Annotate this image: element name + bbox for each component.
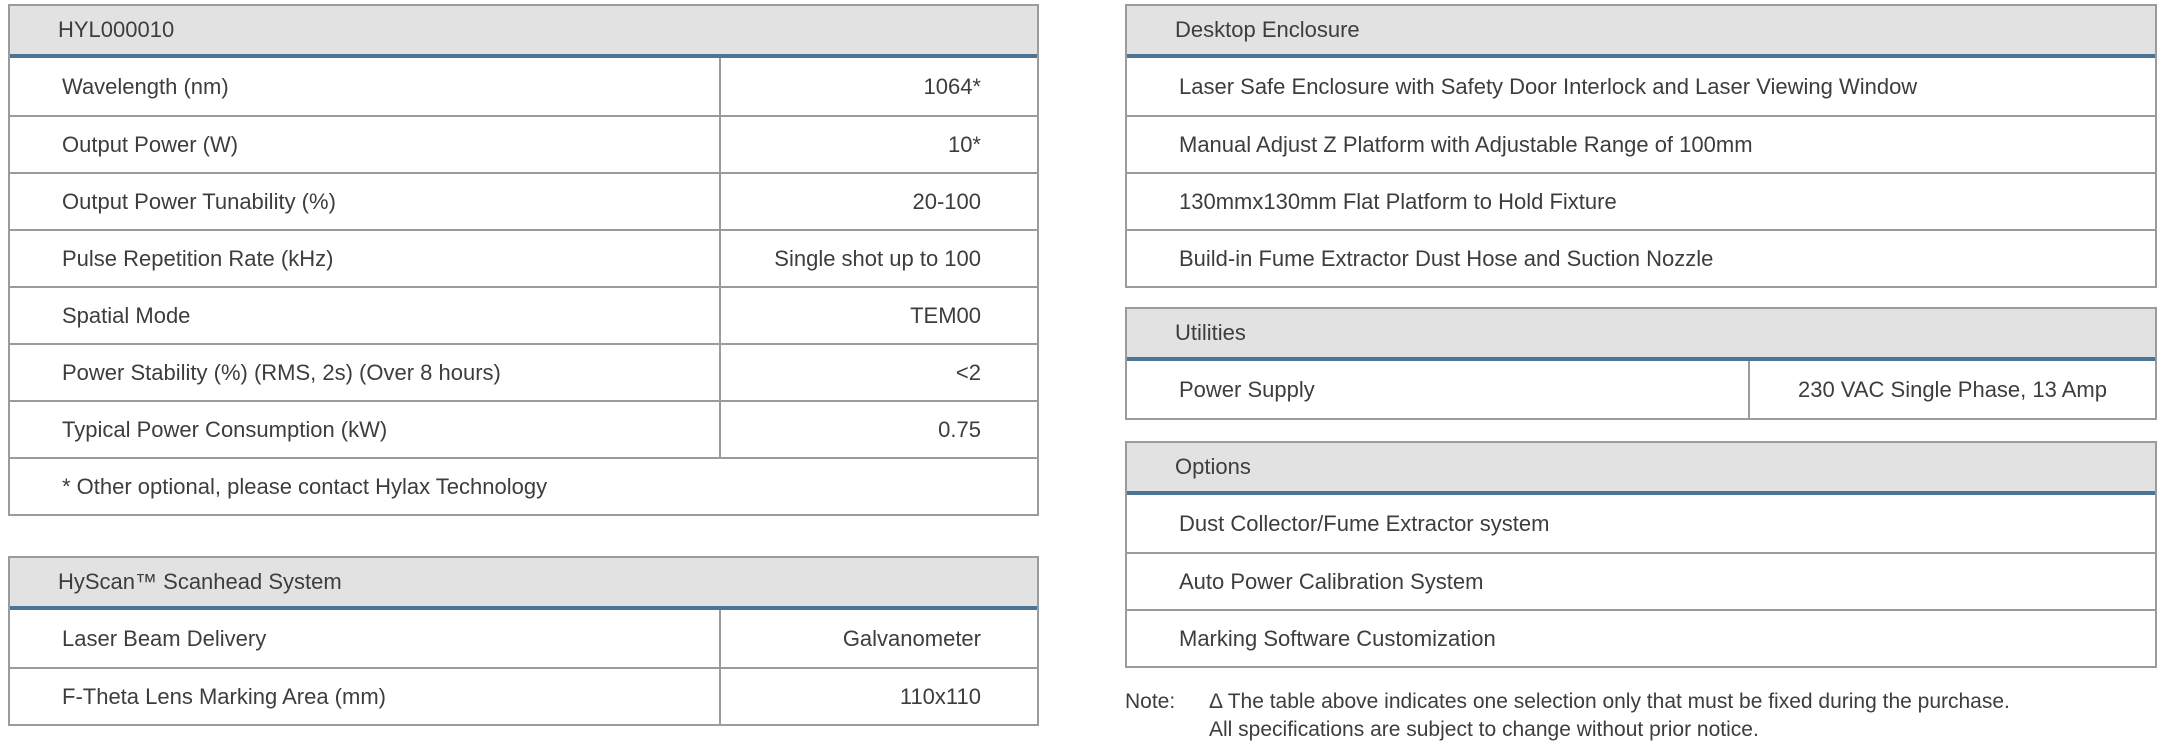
spec-row-marking-area: F-Theta Lens Marking Area (mm) 110x110	[10, 667, 1037, 724]
note-text: Δ The table above indicates one selectio…	[1209, 688, 2010, 744]
feature-row: Laser Safe Enclosure with Safety Door In…	[1127, 58, 2155, 115]
spec-label: F-Theta Lens Marking Area (mm)	[62, 683, 386, 709]
enclosure-table-header: Desktop Enclosure	[1127, 6, 2155, 58]
options-table-title: Options	[1175, 454, 1251, 479]
enclosure-table: Desktop Enclosure Laser Safe Enclosure w…	[1125, 4, 2157, 288]
spec-row-pulse-rate: Pulse Repetition Rate (kHz) Single shot …	[10, 229, 1037, 286]
spec-value: <2	[719, 345, 1037, 400]
options-table-header: Options	[1127, 443, 2155, 495]
options-table: Options Dust Collector/Fume Extractor sy…	[1125, 441, 2157, 668]
spec-value: TEM00	[719, 288, 1037, 343]
utilities-table-header: Utilities	[1127, 309, 2155, 361]
spec-row-wavelength: Wavelength (nm) 1064*	[10, 58, 1037, 115]
enclosure-table-title: Desktop Enclosure	[1175, 17, 1360, 42]
spec-row-power-consumption: Typical Power Consumption (kW) 0.75	[10, 400, 1037, 457]
spec-value: 20-100	[719, 174, 1037, 229]
feature-text: Laser Safe Enclosure with Safety Door In…	[1179, 73, 1918, 99]
scanhead-table-header: HyScan™ Scanhead System	[10, 558, 1037, 610]
spec-value: 1064*	[719, 58, 1037, 115]
spec-value: Galvanometer	[719, 610, 1037, 667]
spec-label: Typical Power Consumption (kW)	[62, 416, 388, 442]
scanhead-table-title: HyScan™ Scanhead System	[58, 569, 342, 594]
spec-label: Spatial Mode	[62, 302, 191, 328]
spec-value: 0.75	[719, 402, 1037, 457]
right-column: Desktop Enclosure Laser Safe Enclosure w…	[1125, 4, 2157, 744]
spec-row-beam-delivery: Laser Beam Delivery Galvanometer	[10, 610, 1037, 667]
model-spec-table-header: HYL000010	[10, 6, 1037, 58]
spec-row-tunability: Output Power Tunability (%) 20-100	[10, 172, 1037, 229]
spec-value: 10*	[719, 117, 1037, 172]
spec-row-output-power: Output Power (W) 10*	[10, 115, 1037, 172]
utilities-table: Utilities Power Supply 230 VAC Single Ph…	[1125, 307, 2157, 420]
spec-row-spatial-mode: Spatial Mode TEM00	[10, 286, 1037, 343]
model-spec-table: HYL000010 Wavelength (nm) 1064* Output P…	[8, 4, 1039, 516]
spec-label: Wavelength (nm)	[62, 73, 229, 99]
spec-label: Power Supply	[1179, 376, 1315, 402]
feature-row: Manual Adjust Z Platform with Adjustable…	[1127, 115, 2155, 172]
spec-label: Laser Beam Delivery	[62, 625, 267, 651]
option-row: Dust Collector/Fume Extractor system	[1127, 495, 2155, 552]
option-text: Dust Collector/Fume Extractor system	[1179, 510, 1550, 536]
spec-footnote-row: * Other optional, please contact Hylax T…	[10, 457, 1037, 514]
spec-footnote: * Other optional, please contact Hylax T…	[62, 473, 548, 499]
option-row: Auto Power Calibration System	[1127, 552, 2155, 609]
feature-row: Build-in Fume Extractor Dust Hose and Su…	[1127, 229, 2155, 286]
feature-text: Manual Adjust Z Platform with Adjustable…	[1179, 131, 1753, 157]
utilities-table-title: Utilities	[1175, 320, 1246, 345]
feature-text: 130mmx130mm Flat Platform to Hold Fixtur…	[1179, 188, 1617, 214]
feature-row: 130mmx130mm Flat Platform to Hold Fixtur…	[1127, 172, 2155, 229]
feature-text: Build-in Fume Extractor Dust Hose and Su…	[1179, 245, 1714, 271]
model-spec-table-title: HYL000010	[58, 17, 175, 42]
note-line-1: Δ The table above indicates one selectio…	[1209, 690, 2010, 713]
note-block: Note: Δ The table above indicates one se…	[1125, 688, 2157, 744]
spec-label: Output Power Tunability (%)	[62, 188, 336, 214]
spec-value: 110x110	[719, 669, 1037, 724]
option-row: Marking Software Customization	[1127, 609, 2155, 666]
spec-label: Pulse Repetition Rate (kHz)	[62, 245, 334, 271]
option-text: Auto Power Calibration System	[1179, 568, 1484, 594]
left-column: HYL000010 Wavelength (nm) 1064* Output P…	[8, 4, 1039, 726]
note-line-2: All specifications are subject to change…	[1209, 718, 1759, 741]
spec-row-power-supply: Power Supply 230 VAC Single Phase, 13 Am…	[1127, 361, 2155, 418]
spec-label: Power Stability (%) (RMS, 2s) (Over 8 ho…	[62, 359, 501, 385]
scanhead-table: HyScan™ Scanhead System Laser Beam Deliv…	[8, 556, 1039, 726]
spec-value: Single shot up to 100	[719, 231, 1037, 286]
option-text: Marking Software Customization	[1179, 625, 1496, 651]
spec-label: Output Power (W)	[62, 131, 239, 157]
note-label: Note:	[1125, 690, 1176, 713]
spec-value: 230 VAC Single Phase, 13 Amp	[1748, 361, 2155, 418]
spec-row-power-stability: Power Stability (%) (RMS, 2s) (Over 8 ho…	[10, 343, 1037, 400]
